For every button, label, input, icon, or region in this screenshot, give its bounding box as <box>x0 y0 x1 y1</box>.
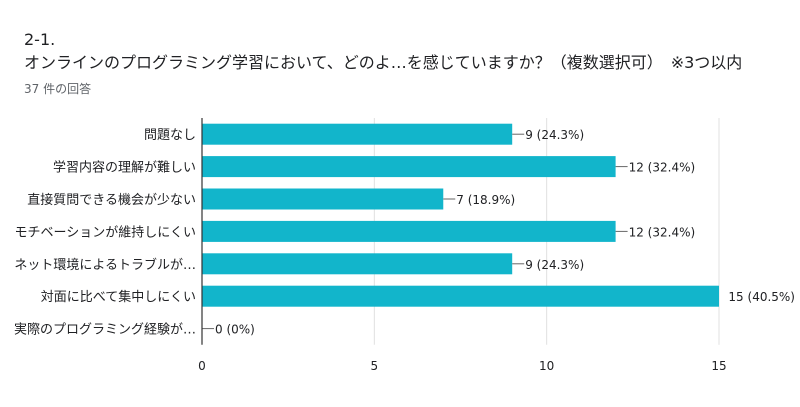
data-label: 12 (32.4%) <box>629 225 696 239</box>
category-label: 問題なし <box>144 128 196 143</box>
data-label: 15 (40.5%) <box>728 290 795 304</box>
data-label: 0 (0%) <box>215 323 255 337</box>
axis-layer: 0 5 10 15 <box>198 118 727 373</box>
labels-layer: 問題なし 9 (24.3%) 学習内容の理解が難しい 12 (32.4%) 直接質問でき… <box>14 128 795 337</box>
data-label: 12 (32.4%) <box>629 161 696 175</box>
category-label: 学習内容の理解が難しい <box>53 160 196 176</box>
bars-layer <box>202 123 719 307</box>
category-label: ネット環境によるトラブルが… <box>14 257 196 273</box>
bar[interactable] <box>202 123 513 145</box>
x-tick-label: 15 <box>711 359 726 373</box>
bar[interactable] <box>202 253 513 275</box>
category-label: 直接質問できる機会が少ない <box>27 192 196 208</box>
bar[interactable] <box>202 188 444 210</box>
x-tick-label: 10 <box>539 359 554 373</box>
category-label: 対面に比べて集中しにくい <box>41 289 196 305</box>
bar[interactable] <box>202 220 616 242</box>
question-number: 2-1. <box>24 30 56 49</box>
bar[interactable] <box>202 285 719 307</box>
response-count: 37 件の回答 <box>24 82 92 96</box>
x-tick-label: 0 <box>198 359 206 373</box>
data-label: 9 (24.3%) <box>525 128 584 142</box>
category-label: モチベーションが維持しにくい <box>15 225 196 240</box>
data-label: 9 (24.3%) <box>525 258 584 272</box>
data-label: 7 (18.9%) <box>456 193 515 207</box>
category-label: 実際のプログラミング経験が… <box>14 322 196 338</box>
bar[interactable] <box>202 156 616 178</box>
x-tick-label: 5 <box>371 359 379 373</box>
question-title: オンラインのプログラミング学習において、どのよ…を感じていますか？（複数選択可）… <box>24 53 743 72</box>
